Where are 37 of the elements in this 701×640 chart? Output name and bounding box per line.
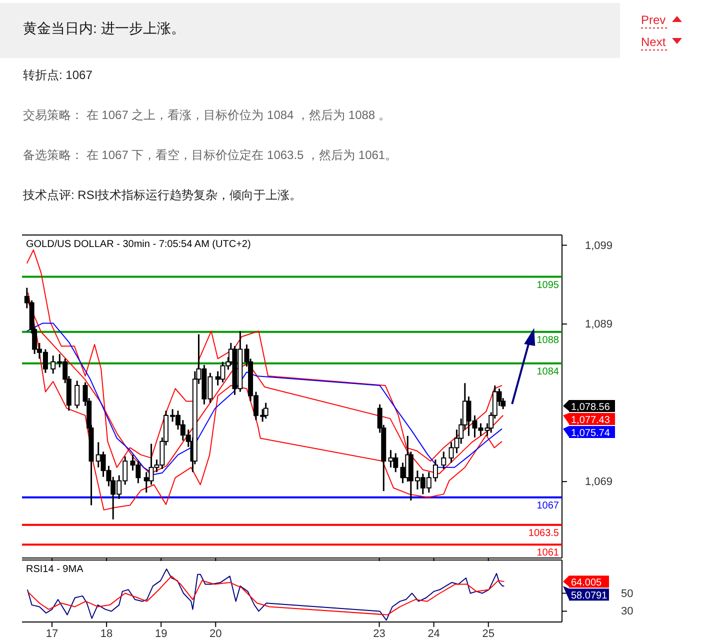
x-tick-label: 25 [482, 628, 494, 640]
candlestick [263, 402, 268, 420]
text: 64.005 [571, 578, 602, 589]
y-tick-label: 50 [621, 588, 634, 600]
text: 58.0791 [571, 590, 608, 602]
text: Prev [641, 13, 666, 27]
ref-line-label: 1067 [536, 500, 560, 512]
text: 1,077.43 [571, 414, 610, 426]
y-tick-label: 30 [621, 606, 634, 618]
line-series [28, 292, 502, 510]
ref-line-label: 1063.5 [528, 528, 560, 539]
text: 1,078.56 [571, 402, 610, 413]
text: 交易策略： 在 1067 之上，看涨，目标价位为 1084 ，然后为 1088 。 [23, 108, 390, 122]
x-tick-label: 18 [100, 628, 113, 640]
x-tick-label: 24 [428, 628, 440, 640]
line-series [26, 576, 505, 616]
ref-line-label: 1095 [536, 280, 560, 291]
ref-line-label: 1088 [536, 334, 560, 346]
text: Next [641, 35, 666, 49]
x-tick-label: 17 [46, 628, 58, 640]
ref-line-label: 1061 [536, 548, 560, 559]
ref-line-label: 1084 [536, 366, 560, 378]
y-tick-label: 1,089 [585, 318, 613, 331]
x-tick-label: 20 [210, 628, 222, 640]
text: 转折点: 1067 [23, 68, 93, 82]
candlestick [74, 380, 80, 410]
y-tick-label: 1,099 [585, 240, 613, 252]
candlestick [441, 450, 446, 470]
text: 备选策略： 在 1067 下，看空，目标价位定在 1063.5 ，然后为 1061。 [23, 148, 398, 162]
y-tick-label: 1,069 [585, 476, 613, 488]
chart-title: RSI14 - 9MA [26, 564, 84, 575]
x-tick-label: 23 [373, 628, 386, 640]
text: 黄金当日内: 进一步上涨。 [23, 20, 185, 36]
text: 1,075.74 [571, 428, 610, 439]
x-tick-label: 19 [154, 628, 168, 640]
text: 技术点评: RSI技术指标运行趋势复杂，倾向于上涨。 [22, 188, 302, 202]
chart-title: GOLD/US DOLLAR - 30min - 7:05:54 AM (UTC+2) [26, 239, 251, 250]
